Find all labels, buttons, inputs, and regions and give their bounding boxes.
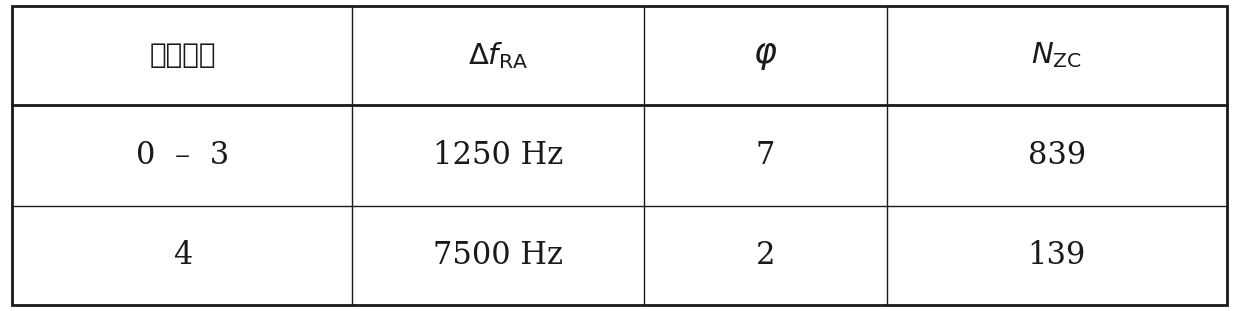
Text: $\it{\Delta} f_{\rm{RA}}$: $\it{\Delta} f_{\rm{RA}}$ <box>468 40 528 71</box>
Text: 2: 2 <box>756 240 774 271</box>
Text: 7500 Hz: 7500 Hz <box>434 240 563 271</box>
Text: $\varphi$: $\varphi$ <box>753 39 777 72</box>
Text: 前导格式: 前导格式 <box>149 41 216 69</box>
Text: 7: 7 <box>756 140 774 171</box>
Text: 1250 Hz: 1250 Hz <box>432 140 564 171</box>
Text: 4: 4 <box>172 240 192 271</box>
Text: 0  –  3: 0 – 3 <box>136 140 229 171</box>
Text: $\it{N}_{\rm{ZC}}$: $\it{N}_{\rm{ZC}}$ <box>1031 40 1082 70</box>
Text: 839: 839 <box>1027 140 1085 171</box>
Text: 139: 139 <box>1027 240 1085 271</box>
